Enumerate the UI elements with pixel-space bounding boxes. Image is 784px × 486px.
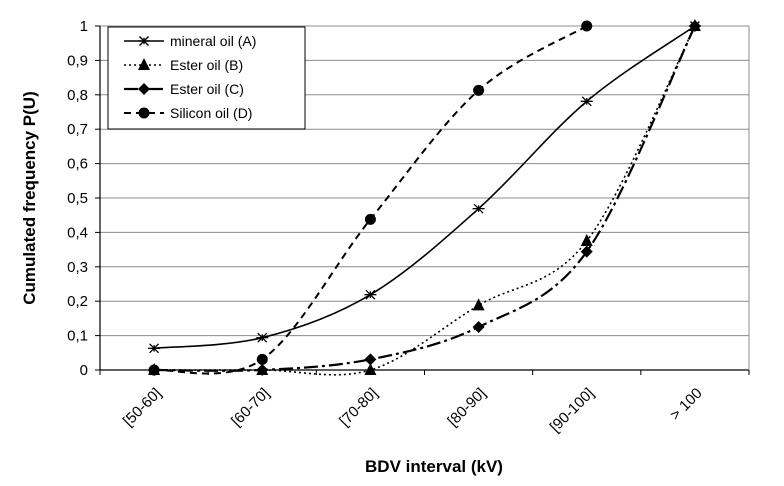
data-point	[472, 203, 485, 214]
y-tick-label: 0,3	[67, 259, 88, 276]
legend-label: mineral oil (A)	[170, 33, 256, 49]
data-point	[364, 363, 377, 375]
x-tick-label: [50-60]	[120, 385, 165, 430]
x-tick-label: [90-100]	[547, 385, 598, 436]
data-point	[472, 321, 485, 333]
legend-label: Ester oil (C)	[170, 81, 244, 97]
y-tick-label: 1	[80, 18, 88, 35]
data-point	[581, 20, 593, 32]
x-tick-label: [60-70]	[228, 385, 273, 430]
data-point	[256, 364, 269, 376]
legend-marker	[138, 107, 150, 119]
data-point	[148, 364, 160, 376]
x-tick-label: [70-80]	[336, 385, 381, 430]
legend-label: Ester oil (B)	[170, 57, 243, 73]
y-axis-title: Cumulated frequency P(U)	[20, 91, 39, 304]
data-point	[364, 353, 377, 366]
x-axis-ticks: [50-60] [60-70] [70-80] [80-90] [90-100] > 10…	[99, 370, 750, 436]
series-4	[148, 20, 593, 376]
data-point	[256, 332, 269, 343]
legend-marker	[138, 83, 150, 95]
y-tick-label: 0,1	[67, 328, 88, 345]
y-tick-label: 0,8	[67, 87, 88, 104]
y-tick-label: 0,9	[67, 52, 88, 69]
data-point	[580, 234, 593, 246]
y-tick-label: 0,5	[67, 190, 88, 207]
x-tick-label: > 100	[667, 385, 706, 424]
data-point	[148, 343, 161, 354]
series-layer	[148, 19, 701, 376]
legend-item: Silicon oil (D)	[124, 105, 252, 121]
x-axis-title: BDV interval (kV)	[365, 457, 503, 476]
series-1	[148, 21, 701, 354]
data-point	[473, 84, 485, 96]
legend-marker	[138, 58, 150, 70]
legend-label: Silicon oil (D)	[170, 105, 252, 121]
y-tick-label: 0	[80, 362, 88, 379]
y-tick-label: 0,7	[67, 121, 88, 138]
y-tick-label: 0,2	[67, 293, 88, 310]
data-point	[580, 245, 593, 258]
data-point	[256, 353, 268, 365]
series-line	[154, 25, 696, 350]
legend-item: mineral oil (A)	[124, 33, 256, 49]
y-tick-label: 0,6	[67, 156, 88, 173]
legend-item: Ester oil (C)	[124, 81, 244, 97]
legend: mineral oil (A) Ester oil (B) Ester oil (C…	[107, 26, 306, 130]
data-point	[688, 20, 701, 32]
data-point	[580, 96, 593, 107]
data-point	[364, 289, 377, 300]
y-axis-ticks: 0 0,1 0,2 0,3 0,4 0,5 0,6 0,7 0,8 0,9 1	[67, 18, 88, 379]
data-point	[364, 213, 376, 225]
series-line	[154, 25, 696, 376]
y-tick-label: 0,4	[67, 224, 88, 241]
legend-item: Ester oil (B)	[124, 57, 243, 73]
x-tick-label: [80-90]	[444, 385, 489, 430]
legend-marker	[138, 36, 150, 46]
data-point	[472, 298, 485, 311]
